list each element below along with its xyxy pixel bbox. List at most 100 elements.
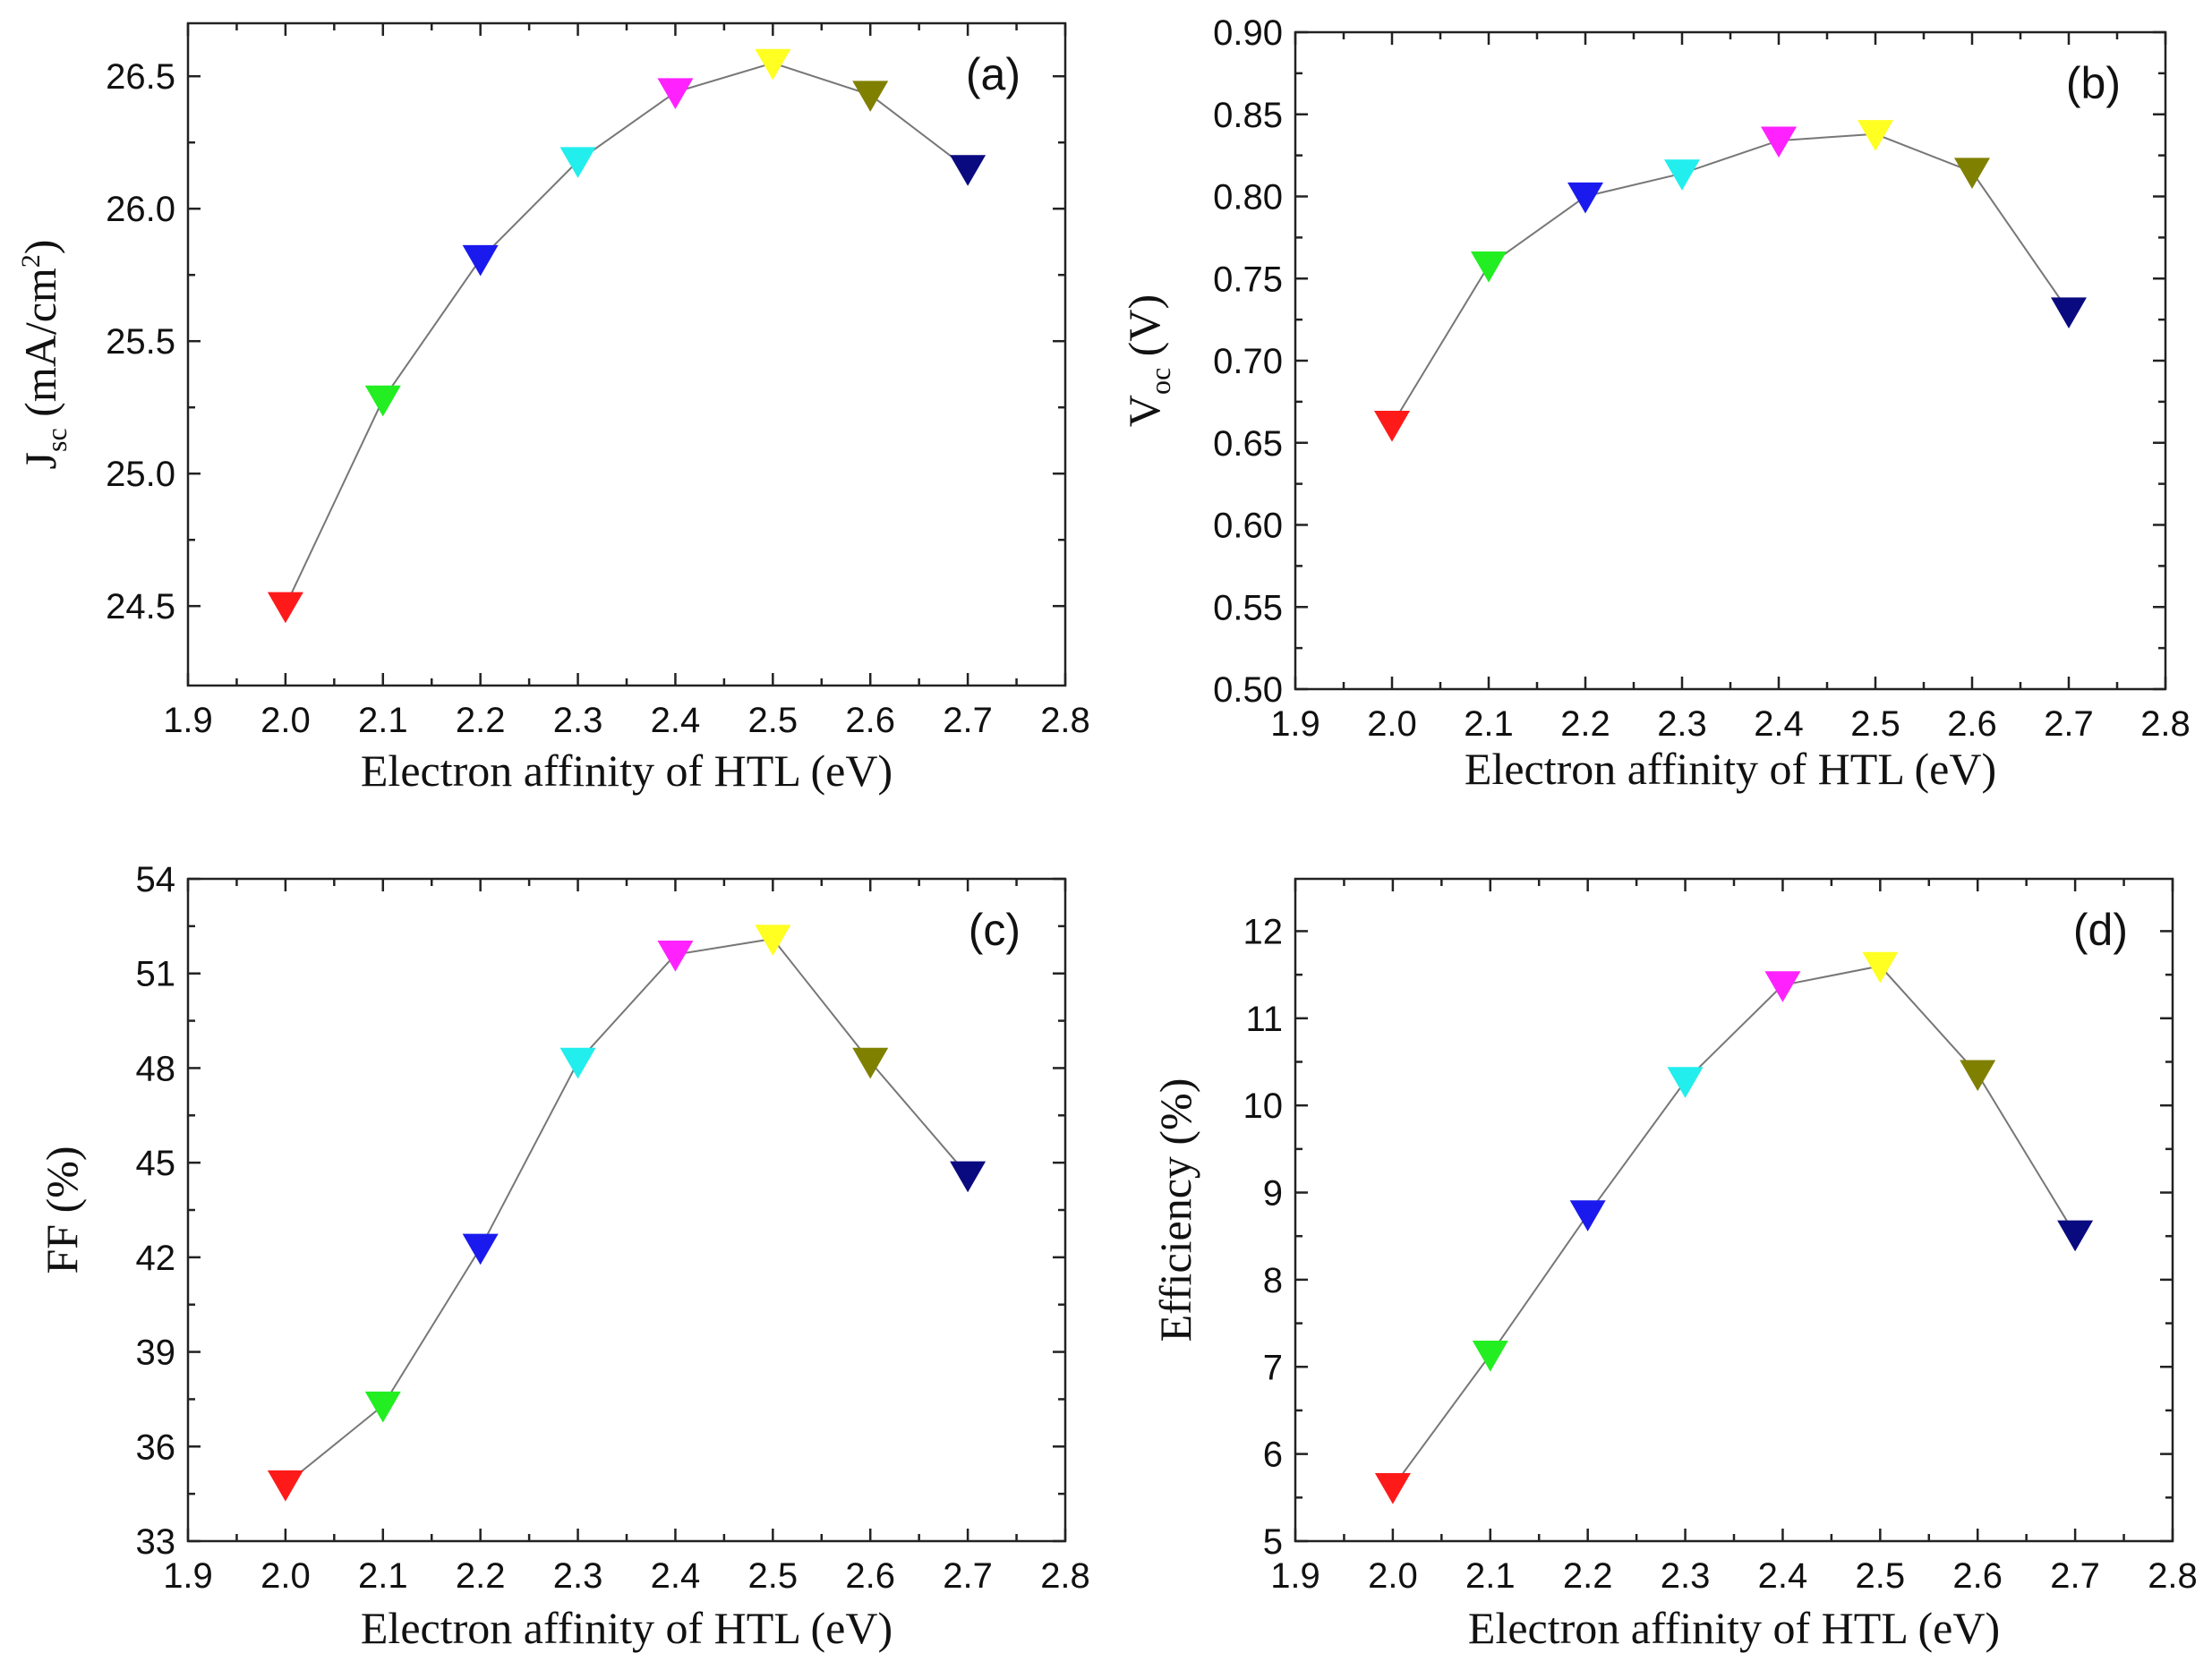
y-tick-label: 0.55 bbox=[1213, 588, 1283, 627]
y-tick-label: 51 bbox=[136, 955, 176, 994]
x-tick-label: 2.1 bbox=[358, 1556, 408, 1596]
x-tick-label: 2.2 bbox=[456, 701, 506, 740]
y-tick-label: 33 bbox=[136, 1522, 176, 1562]
y-tick-label: 45 bbox=[136, 1144, 176, 1183]
y-axis-title-main: Efficiency (%) bbox=[1150, 1078, 1200, 1342]
y-tick-label: 5 bbox=[1263, 1522, 1283, 1562]
y-tick-label: 25.0 bbox=[106, 455, 175, 494]
data-point bbox=[1764, 971, 1801, 1002]
y-axis-title-subscript: oc bbox=[1144, 368, 1176, 395]
data-point bbox=[1954, 158, 1990, 189]
panel-label: (c) bbox=[969, 905, 1021, 955]
data-point bbox=[1862, 951, 1899, 984]
x-tick-label: 1.9 bbox=[1270, 1556, 1320, 1596]
y-tick-label: 26.0 bbox=[106, 190, 175, 229]
y-axis-title: Jsc (mA/cm2) bbox=[15, 240, 73, 470]
x-tick-label: 2.4 bbox=[1754, 704, 1804, 744]
y-tick-label: 7 bbox=[1263, 1348, 1283, 1387]
x-tick-label: 2.4 bbox=[651, 701, 701, 740]
y-axis-title-unit: (mA/cm bbox=[15, 268, 65, 428]
y-tick-label: 0.50 bbox=[1213, 670, 1283, 710]
y-tick-label: 39 bbox=[136, 1333, 176, 1373]
x-tick-label: 2.7 bbox=[943, 1556, 993, 1596]
y-tick-label: 10 bbox=[1243, 1086, 1284, 1126]
data-point bbox=[852, 81, 889, 112]
data-point bbox=[1667, 1067, 1704, 1098]
x-tick-label: 1.9 bbox=[163, 1556, 213, 1596]
y-tick-label: 25.5 bbox=[106, 322, 175, 362]
y-tick-label: 0.65 bbox=[1213, 424, 1283, 464]
panel-a: 1.9 2.0 2.1 2.2 2.3 2.4 2.5 2.6 2.7 2.8 24.5 25.0 25… bbox=[15, 21, 1090, 796]
y-axis-title-unit-close: ) bbox=[15, 240, 65, 255]
x-tick-label: 1.9 bbox=[163, 701, 213, 740]
data-point bbox=[364, 385, 401, 417]
plot-frame bbox=[1294, 30, 2167, 691]
data-point bbox=[364, 1391, 401, 1423]
x-tick-label: 2.6 bbox=[1952, 1556, 2003, 1596]
data-point bbox=[462, 1233, 499, 1265]
y-tick-label: 24.5 bbox=[106, 587, 175, 626]
y-axis-title-superscript: 2 bbox=[16, 254, 46, 268]
data-point bbox=[950, 155, 986, 186]
x-tick-label: 2.3 bbox=[553, 701, 603, 740]
x-tick-label: 2.8 bbox=[2140, 704, 2191, 744]
series-line bbox=[284, 62, 969, 607]
data-point bbox=[1761, 126, 1797, 158]
y-tick-label: 0.70 bbox=[1213, 342, 1283, 381]
data-point bbox=[2057, 1220, 2094, 1252]
x-tick-label: 2.4 bbox=[1758, 1556, 1808, 1596]
x-tick-label: 2.0 bbox=[1368, 1556, 1418, 1596]
data-point bbox=[1569, 1200, 1606, 1231]
data-point bbox=[755, 48, 791, 81]
y-axis-title-subscript: sc bbox=[40, 428, 73, 452]
data-point bbox=[950, 1161, 986, 1193]
x-axis-title: Electron affinity of HTL (eV) bbox=[1465, 744, 1996, 794]
x-tick-label: 2.4 bbox=[651, 1556, 701, 1596]
y-tick-label: 11 bbox=[1245, 1000, 1283, 1039]
data-point bbox=[1374, 1473, 1411, 1504]
y-tick-label: 12 bbox=[1243, 912, 1284, 951]
data-point bbox=[1858, 120, 1893, 151]
x-tick-label: 2.1 bbox=[1465, 1556, 1516, 1596]
plot-frame bbox=[186, 21, 1067, 687]
data-point bbox=[559, 147, 596, 178]
x-tick-label: 2.7 bbox=[943, 701, 993, 740]
x-axis-title: Electron affinity of HTL (eV) bbox=[1468, 1603, 2000, 1653]
x-tick-label: 2.8 bbox=[1040, 701, 1090, 740]
y-tick-label: 0.80 bbox=[1213, 178, 1283, 217]
x-tick-label: 2.6 bbox=[1947, 704, 1997, 744]
data-point bbox=[267, 592, 303, 624]
series-line bbox=[1392, 965, 2076, 1488]
data-point bbox=[852, 1047, 889, 1079]
data-point bbox=[2051, 297, 2087, 328]
x-tick-label: 2.1 bbox=[1464, 704, 1514, 744]
panel-c: 1.9 2.0 2.1 2.2 2.3 2.4 2.5 2.6 2.7 2.8 33 36 39 42 45… bbox=[37, 860, 1090, 1653]
y-tick-label: 6 bbox=[1263, 1436, 1283, 1475]
data-point bbox=[1471, 251, 1507, 283]
x-tick-label: 2.0 bbox=[260, 1556, 311, 1596]
data-point bbox=[657, 78, 694, 109]
y-tick-label: 0.60 bbox=[1213, 507, 1283, 546]
y-axis-title: Efficiency (%) bbox=[1150, 1078, 1200, 1342]
data-point bbox=[1960, 1060, 1996, 1092]
x-tick-label: 2.7 bbox=[2044, 704, 2094, 744]
panel-b: 1.9 2.0 2.1 2.2 2.3 2.4 2.5 2.6 2.7 2.8 0.50 0.55 0.… bbox=[1119, 13, 2191, 794]
y-tick-label: 36 bbox=[136, 1427, 176, 1467]
y-axis-title-main: V bbox=[1119, 395, 1169, 427]
x-tick-label: 2.8 bbox=[1040, 1556, 1090, 1596]
data-point bbox=[657, 940, 694, 972]
x-tick-label: 2.7 bbox=[2050, 1556, 2100, 1596]
x-tick-label: 2.2 bbox=[1563, 1556, 1613, 1596]
x-axis-title: Electron affinity of HTL (eV) bbox=[361, 746, 892, 796]
x-tick-label: 2.6 bbox=[845, 701, 895, 740]
x-tick-label: 2.3 bbox=[1661, 1556, 1711, 1596]
y-axis-title: FF (%) bbox=[37, 1146, 87, 1274]
panel-label: (d) bbox=[2073, 905, 2128, 955]
y-tick-label: 42 bbox=[136, 1239, 176, 1278]
y-tick-label: 8 bbox=[1263, 1261, 1283, 1300]
data-point bbox=[1472, 1341, 1508, 1372]
y-tick-label: 0.85 bbox=[1213, 96, 1283, 135]
y-axis-title: Voc (V) bbox=[1119, 294, 1176, 427]
plot-frame bbox=[186, 877, 1067, 1543]
data-point bbox=[755, 924, 791, 956]
